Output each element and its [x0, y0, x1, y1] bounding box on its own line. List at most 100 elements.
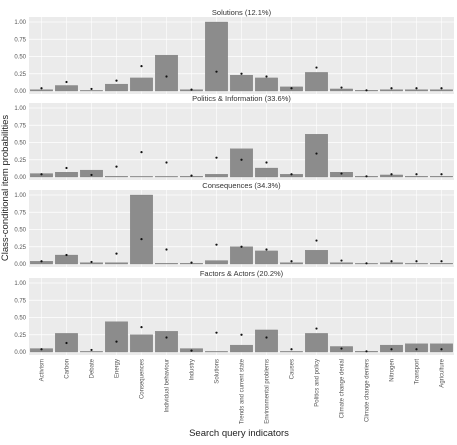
overall-point: [265, 336, 268, 339]
bar-climate-change-denial: [330, 88, 353, 92]
overall-point: [315, 239, 318, 242]
x-tick-label: Politics and policy: [315, 359, 321, 407]
overall-point: [290, 173, 293, 176]
bar-causes: [280, 262, 303, 265]
y-tick-label: 0.00: [14, 350, 26, 356]
x-tick-label: Causes: [290, 359, 296, 379]
bar-carbon: [55, 172, 78, 178]
overall-point: [440, 348, 443, 351]
panel-2: Politics & Information (33.6%) 0.00 0.25 0.…: [14, 94, 454, 181]
x-tick-label: Climate change denial: [340, 359, 346, 418]
x-tick-label: Carbon: [65, 359, 71, 379]
overall-point: [215, 156, 218, 159]
bar-transport: [405, 343, 428, 353]
bar-trends-and-current-state: [230, 74, 253, 92]
overall-point: [215, 243, 218, 246]
bar-nitrogen: [380, 89, 403, 92]
overall-point: [90, 87, 93, 91]
overall-point: [240, 333, 243, 336]
bar-energy: [105, 83, 128, 92]
overall-point: [265, 161, 268, 164]
overall-point: [90, 260, 93, 264]
overall-point: [440, 260, 443, 263]
panel-4: Factors & Actors (20.2%) 0.00 0.25 0.50 0.75…: [14, 269, 454, 356]
y-tick-label: 1.00: [14, 106, 26, 112]
bar-politics-and-policy: [305, 250, 328, 265]
overall-point: [240, 158, 243, 161]
bar-trends-and-current-state: [230, 246, 253, 265]
y-tick-label: 1.00: [14, 281, 26, 287]
panel-3: Consequences (34.3%) 0.00 0.25 0.50 0.75 1.00: [14, 181, 454, 268]
bar-solutions: [205, 21, 228, 92]
y-tick-label: 1.00: [14, 193, 26, 199]
overall-point: [65, 253, 68, 257]
bar-energy: [105, 262, 128, 265]
overall-point: [340, 347, 343, 350]
x-tick-label: Transport: [415, 359, 421, 385]
overall-point: [340, 172, 343, 175]
overall-point: [365, 350, 368, 353]
overall-point: [190, 88, 193, 91]
bar-politics-and-policy: [305, 134, 328, 178]
bar-carbon: [55, 254, 78, 265]
x-tick-label: Nitrogen: [390, 359, 396, 382]
overall-point: [365, 262, 368, 265]
overall-point: [215, 331, 218, 334]
bar-nitrogen: [380, 262, 403, 265]
overall-point: [315, 66, 318, 69]
y-tick-label: 0.50: [14, 141, 26, 147]
bar-debate: [80, 351, 103, 353]
bar-consequences: [130, 334, 153, 353]
overall-point: [65, 80, 68, 84]
y-tick-label: 0.25: [14, 72, 26, 78]
overall-point: [165, 161, 168, 164]
bar-causes: [280, 351, 303, 353]
overall-point: [315, 327, 318, 330]
y-tick-label: 0.00: [14, 89, 26, 95]
bar-agriculture: [430, 89, 453, 92]
y-tick-label: 0.75: [14, 298, 26, 304]
overall-point: [390, 348, 393, 351]
overall-point: [40, 173, 43, 176]
bar-individual-behaviour: [155, 176, 178, 178]
overall-point: [265, 248, 268, 251]
x-tick-label: Debate: [90, 358, 96, 378]
x-tick-label: Solutions: [215, 359, 221, 384]
bar-carbon: [55, 85, 78, 92]
panel-title: Solutions (12.1%): [212, 8, 272, 17]
overall-point: [340, 86, 343, 89]
x-tick-label: Trends and current state: [240, 358, 246, 424]
bar-transport: [405, 89, 428, 92]
y-tick-label: 0.75: [14, 37, 26, 43]
bar-consequences: [130, 77, 153, 92]
y-tick-label: 0.00: [14, 175, 26, 181]
bar-environmental-problems: [255, 329, 278, 353]
bar-consequences: [130, 194, 153, 265]
overall-point: [415, 348, 418, 351]
x-tick-label: Agriculture: [440, 358, 446, 387]
panel-1: Solutions (12.1%) 0.00 0.25 0.50 0.75 1.00: [14, 8, 454, 95]
overall-point: [365, 89, 368, 92]
bar-solutions: [205, 174, 228, 178]
y-tick-label: 0.25: [14, 158, 26, 164]
bar-transport: [405, 176, 428, 178]
bar-environmental-problems: [255, 167, 278, 178]
overall-point: [140, 326, 143, 329]
overall-point: [265, 75, 268, 78]
overall-point: [115, 79, 118, 82]
y-axis-title: Class-conditional item probabilities: [0, 115, 11, 262]
x-axis-title: Search query indicators: [189, 428, 289, 439]
x-tick-label: Climate change deniers: [365, 359, 371, 422]
overall-point: [390, 173, 393, 176]
bar-politics-and-policy: [305, 333, 328, 353]
bar-individual-behaviour: [155, 331, 178, 353]
x-tick-label: Industry: [190, 359, 196, 380]
overall-point: [140, 65, 143, 68]
panel-title: Factors & Actors (20.2%): [200, 269, 284, 278]
overall-point: [440, 173, 443, 176]
overall-point: [115, 165, 118, 168]
bar-energy: [105, 321, 128, 353]
bar-debate: [80, 90, 103, 92]
bar-solutions: [205, 351, 228, 353]
